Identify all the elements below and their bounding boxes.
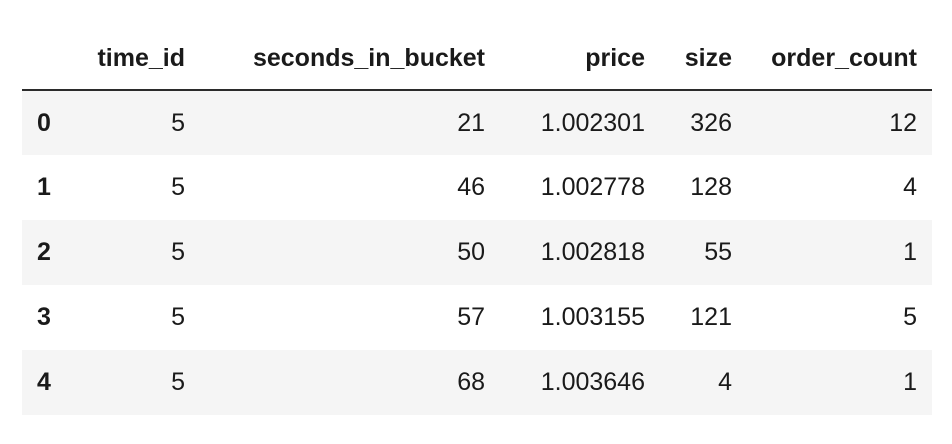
cell-time-id: 5 (171, 108, 185, 137)
cell-seconds-in-bucket: 57 (457, 303, 485, 331)
row-index: 4 (37, 368, 51, 396)
table-row: 2 5 50 1.002818 55 1 (22, 220, 932, 285)
column-header-price: price (500, 28, 660, 91)
cell-time-id: 5 (171, 368, 185, 396)
cell-size: 55 (704, 238, 732, 266)
cell-size: 4 (718, 368, 732, 396)
row-index: 1 (37, 173, 51, 201)
cell-size: 121 (690, 303, 732, 331)
cell-price: 1.003155 (540, 303, 645, 331)
cell-seconds-in-bucket: 50 (457, 238, 485, 266)
cell-price: 1.002818 (540, 238, 645, 266)
column-header-size: size (660, 28, 747, 91)
cell-time-id: 5 (171, 238, 185, 266)
row-index: 3 (37, 303, 51, 331)
cell-time-id: 5 (171, 303, 185, 331)
cell-time-id: 5 (171, 173, 185, 201)
cell-seconds-in-bucket: 68 (457, 368, 485, 396)
cell-order-count: 1 (903, 368, 917, 396)
cell-price: 1.002778 (540, 173, 645, 201)
cell-price: 1.002301 (540, 108, 645, 137)
row-index: 2 (37, 238, 51, 266)
table-row: 1 5 46 1.002778 128 4 (22, 155, 932, 220)
dataframe-table: time_id seconds_in_bucket price size ord… (22, 28, 932, 415)
row-index: 0 (37, 108, 51, 137)
column-header-order-count: order_count (747, 28, 932, 91)
cell-order-count: 4 (903, 173, 917, 201)
cell-order-count: 12 (889, 108, 917, 137)
table-row: 3 5 57 1.003155 121 5 (22, 285, 932, 350)
table-row: 0 5 21 1.002301 326 12 (22, 90, 932, 155)
cell-seconds-in-bucket: 46 (457, 173, 485, 201)
cell-size: 326 (690, 108, 732, 137)
table-row: 4 5 68 1.003646 4 1 (22, 350, 932, 415)
cell-seconds-in-bucket: 21 (457, 108, 485, 137)
column-header-seconds-in-bucket: seconds_in_bucket (200, 28, 500, 91)
header-row: time_id seconds_in_bucket price size ord… (22, 28, 932, 91)
index-header (22, 28, 74, 91)
cell-size: 128 (690, 173, 732, 201)
cell-order-count: 1 (903, 238, 917, 266)
cell-price: 1.003646 (540, 368, 645, 396)
column-header-time-id: time_id (74, 28, 200, 91)
cell-order-count: 5 (903, 303, 917, 331)
